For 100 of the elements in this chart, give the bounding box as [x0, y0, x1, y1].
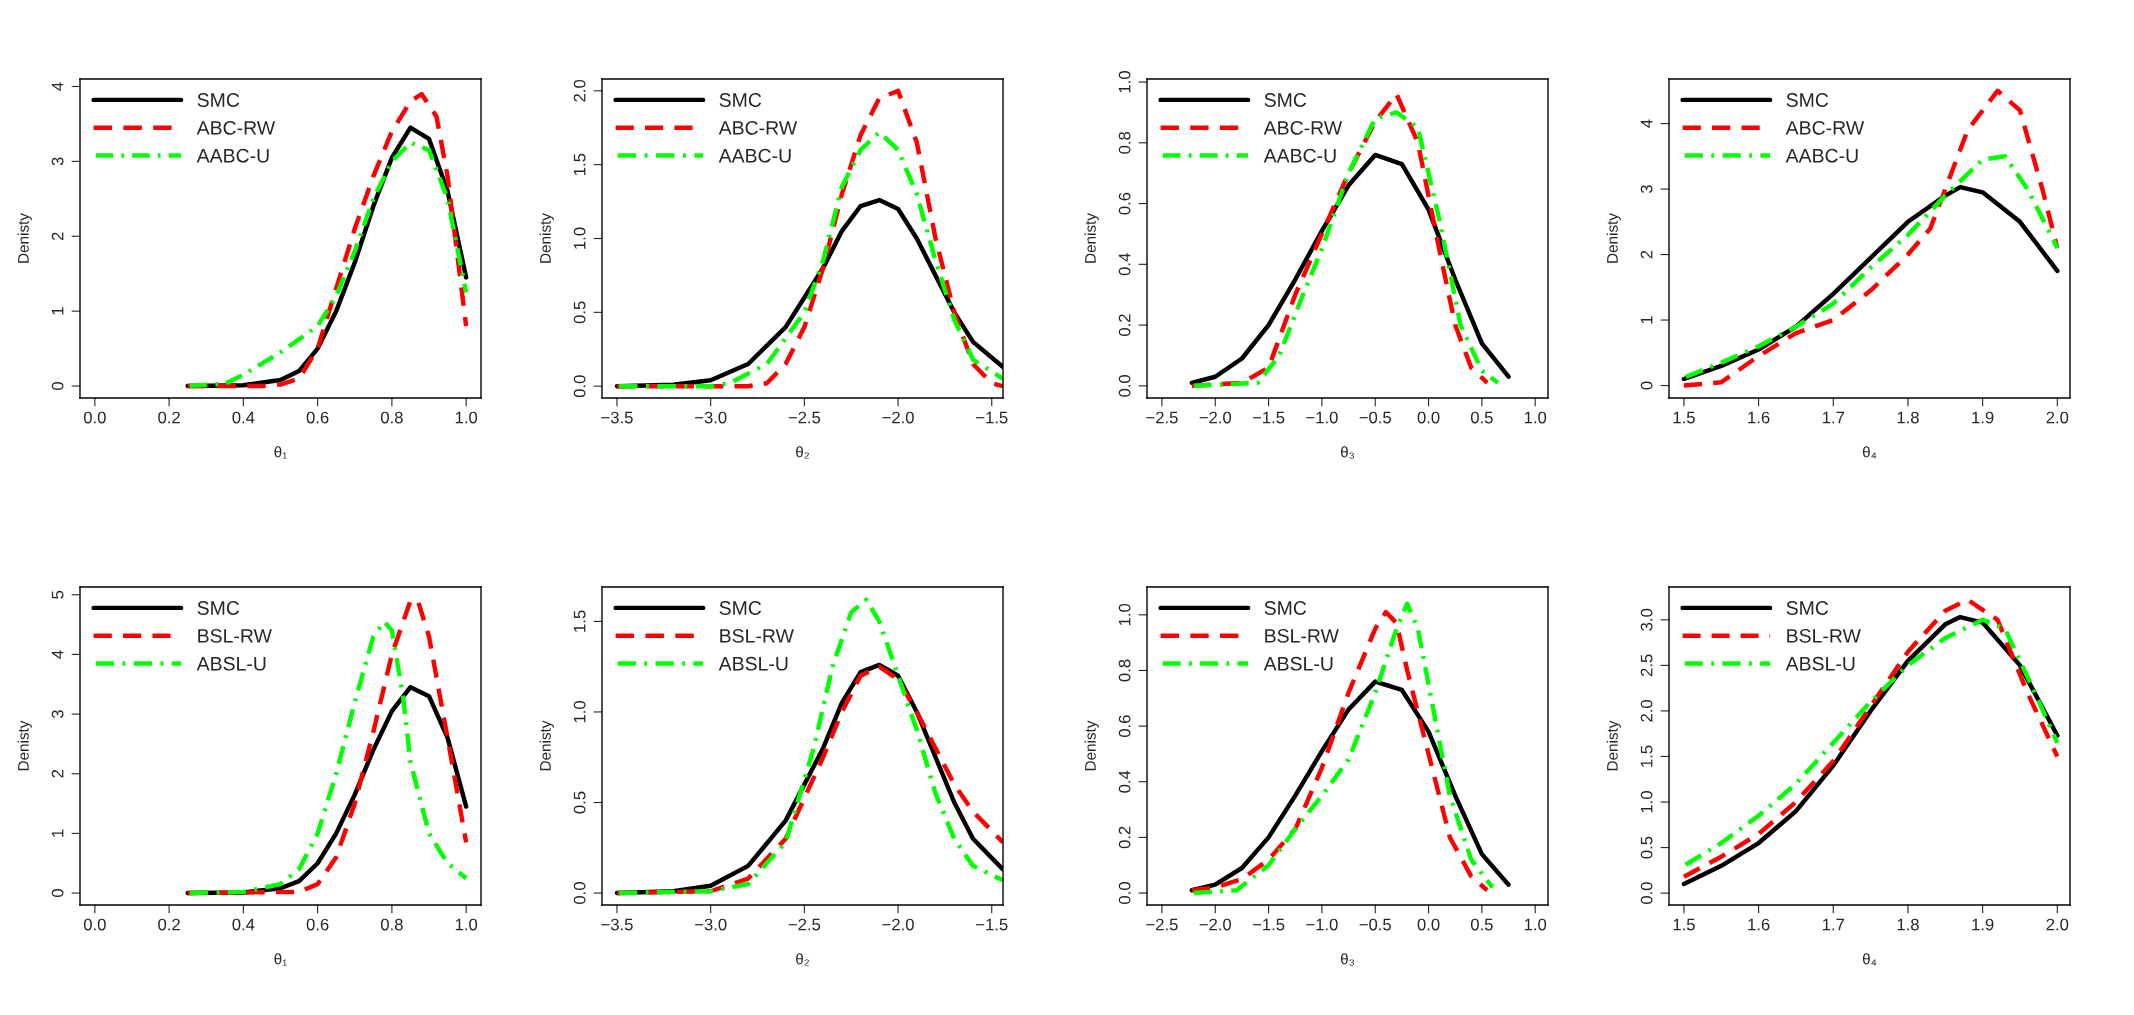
x-tick-label: −2.0	[1199, 918, 1232, 931]
x-tick-label: 0.5	[1470, 411, 1493, 424]
y-tick-label: 1.5	[573, 610, 586, 632]
legend-label: BSL-RW	[720, 628, 794, 643]
legend-label: AABC-U	[718, 148, 791, 163]
legend-label: ABC-RW	[718, 120, 798, 135]
x-tick-label: 1.0	[455, 411, 478, 424]
x-tick-label: 1.8	[1897, 411, 1919, 424]
y-tick-label: 0.4	[1118, 770, 1131, 793]
x-tick-label: −1.5	[1252, 411, 1285, 424]
x-tick-label: 1.0	[1524, 411, 1547, 424]
y-axis-title: Denisty	[1606, 720, 1621, 771]
legend-label: BSL-RW	[1265, 628, 1339, 643]
legend-label: SMC	[1264, 93, 1307, 107]
y-axis-title: Denisty	[1606, 213, 1621, 263]
legend-label: ABC-RW	[1263, 120, 1343, 135]
x-tick-label: 0.8	[380, 411, 403, 424]
x-tick-label: 0.4	[232, 918, 255, 931]
y-tick-label: 0.8	[1118, 659, 1131, 682]
legend-label: ABSL-U	[1263, 656, 1333, 671]
x-tick-label: −2.0	[882, 411, 914, 424]
legend-label: ABSL-U	[1785, 656, 1855, 671]
x-tick-label: −2.5	[788, 918, 821, 931]
y-tick-label: 2	[1640, 250, 1653, 259]
x-tick-label: 1.7	[1822, 411, 1845, 424]
y-tick-label: 0.5	[573, 301, 586, 324]
x-tick-label: 0.8	[380, 918, 403, 931]
y-tick-label: 0	[51, 889, 64, 898]
x-tick-label: −1.5	[976, 411, 1008, 424]
legend-label: ABC-RW	[1785, 120, 1865, 135]
y-axis-title: Denisty	[1084, 720, 1099, 771]
y-tick-label: 1.0	[573, 701, 586, 723]
y-tick-label: 0.6	[1118, 192, 1131, 215]
x-tick-label: 0.0	[83, 918, 106, 931]
y-tick-label: 0.0	[573, 882, 586, 904]
legend-label: ABC-RW	[196, 120, 276, 135]
legend-label: SMC	[719, 601, 762, 615]
legend-label: ABSL-U	[196, 656, 266, 671]
x-axis-title: θ₃	[1340, 953, 1354, 966]
x-tick-label: 0.4	[232, 411, 255, 424]
y-tick-label: 2	[51, 769, 64, 778]
x-tick-label: −3.0	[695, 918, 727, 931]
x-axis-title: θ₄	[1862, 953, 1877, 966]
x-tick-label: 1.0	[455, 918, 478, 931]
y-tick-label: 1.5	[1640, 745, 1653, 767]
y-tick-label: 2.5	[1640, 654, 1653, 677]
y-tick-label: 4	[51, 650, 64, 659]
x-tick-label: −2.5	[1146, 411, 1178, 424]
y-axis-title: Denisty	[17, 720, 32, 771]
x-tick-label: 1.9	[1972, 918, 1994, 931]
y-tick-label: 0.0	[1118, 882, 1131, 904]
y-tick-label: 0.2	[1118, 826, 1131, 849]
line-series	[1189, 679, 1511, 893]
legend-label: BSL-RW	[198, 628, 272, 643]
y-tick-label: 5	[51, 590, 64, 599]
y-tick-label: 1.0	[1640, 791, 1653, 813]
x-tick-label: 1.8	[1897, 918, 1919, 931]
x-axis-title: θ₂	[796, 953, 809, 966]
x-tick-label: −3.5	[601, 411, 633, 424]
y-tick-label: 0.2	[1118, 314, 1131, 337]
x-tick-label: 0.6	[306, 411, 329, 424]
x-tick-label: 1.6	[1748, 918, 1770, 931]
y-tick-label: 4	[1640, 119, 1653, 128]
x-tick-label: 0.0	[1417, 411, 1440, 424]
legend-label: SMC	[197, 93, 240, 107]
y-tick-label: 3	[51, 157, 64, 166]
x-tick-label: 2.0	[2046, 411, 2069, 424]
y-tick-label: 0.4	[1118, 253, 1131, 276]
y-tick-label: 2.0	[1640, 699, 1653, 722]
y-tick-label: 1.5	[573, 153, 586, 175]
y-tick-label: 3.0	[1640, 608, 1653, 631]
x-tick-label: −0.5	[1359, 411, 1391, 424]
x-tick-label: −2.0	[882, 918, 914, 931]
legend-label: AABC-U	[1785, 148, 1858, 163]
legend-label: SMC	[197, 601, 240, 615]
y-tick-label: 1.0	[1118, 603, 1131, 626]
x-tick-label: 0.2	[158, 411, 180, 424]
x-tick-label: −3.5	[601, 918, 633, 931]
x-tick-label: 1.0	[1524, 918, 1547, 931]
x-tick-label: −2.5	[788, 411, 821, 424]
x-tick-label: 0.0	[1417, 918, 1440, 931]
y-tick-label: 0	[1640, 381, 1653, 390]
y-tick-label: 0.5	[573, 791, 586, 814]
line-series	[1681, 88, 2060, 388]
y-tick-label: 0	[51, 382, 64, 390]
x-axis-title: θ₁	[274, 953, 287, 966]
x-axis-title: θ₂	[796, 446, 809, 459]
y-tick-label: 1	[51, 307, 64, 315]
y-tick-label: 2	[51, 232, 64, 241]
x-tick-label: −0.5	[1359, 918, 1391, 931]
x-axis-title: θ₃	[1340, 446, 1354, 459]
x-tick-label: 2.0	[2046, 918, 2069, 931]
y-tick-label: 1.0	[1118, 71, 1131, 93]
x-axis-title: θ₄	[1862, 446, 1877, 459]
x-tick-label: 0.5	[1470, 918, 1493, 931]
y-tick-label: 0.0	[1118, 374, 1131, 397]
y-axis-title: Denisty	[539, 213, 554, 263]
x-tick-label: 1.5	[1673, 411, 1695, 424]
y-tick-label: 1.0	[573, 227, 586, 249]
x-tick-label: 0.6	[306, 918, 329, 931]
